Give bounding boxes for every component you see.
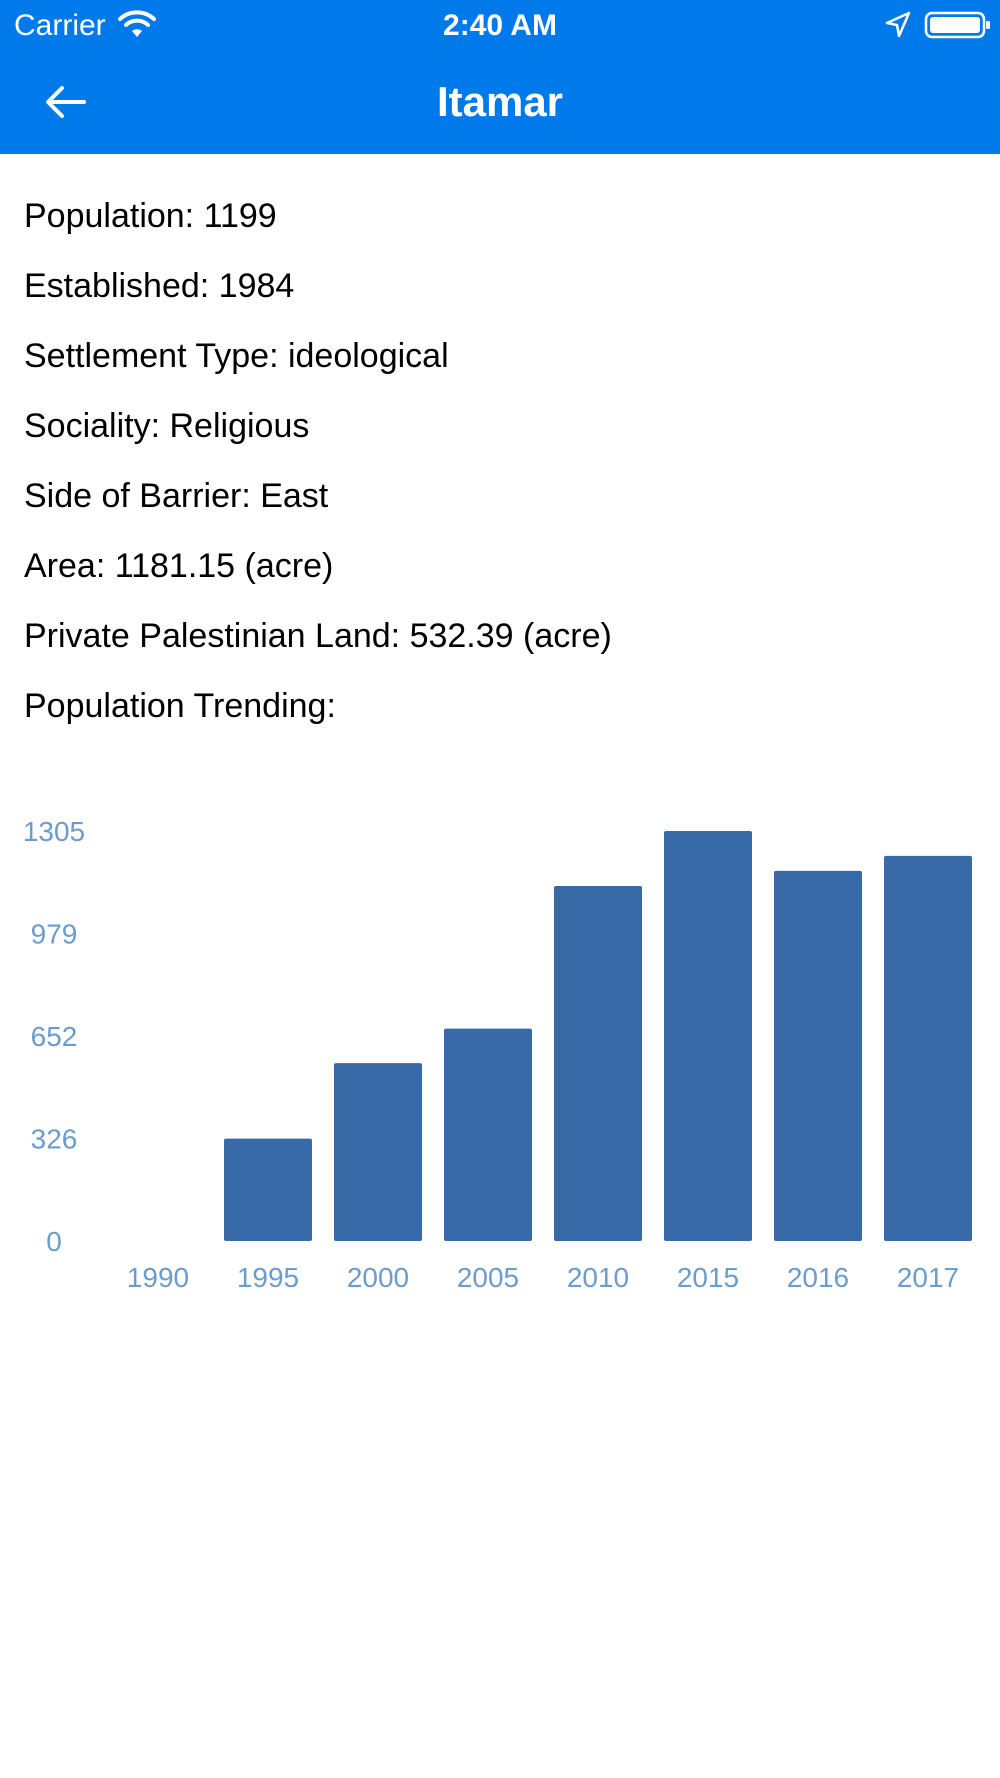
population-trending-label: Population Trending: [24,687,336,725]
side-of-barrier-text: Side of Barrier: East [24,477,329,515]
bar-2005 [444,1028,532,1241]
x-tick-label: 1990 [127,1262,189,1293]
bar-2017 [884,855,972,1241]
bar-2015 [664,831,752,1241]
x-tick-label: 2000 [347,1262,409,1293]
page-title: Itamar [436,78,564,125]
y-tick-label: 0 [46,1226,62,1257]
established-text: Established: 1984 [24,267,295,305]
x-tick-label: 2005 [457,1262,519,1293]
arrow-left-icon [46,86,86,118]
bar-2016 [774,870,862,1241]
bar-1995 [224,1138,312,1241]
population-bar-chart: 0 326 652 979 1305 1990 1995 2000 2005 2010 2015 20… [23,816,972,1293]
settlement-type-text: Settlement Type: ideological [24,337,449,375]
population-text: Population: 1199 [24,197,277,235]
back-button[interactable] [36,76,96,128]
sociality-text: Sociality: Religious [24,407,310,445]
y-tick-label: 979 [31,918,78,949]
y-tick-label: 1305 [23,816,85,847]
status-time: 2:40 AM [443,9,557,42]
location-arrow-icon [885,11,911,38]
x-tick-label: 2010 [567,1262,629,1293]
x-tick-label: 2016 [787,1262,849,1293]
carrier-label: Carrier [14,9,106,42]
y-tick-label: 652 [31,1021,78,1052]
x-tick-label: 2017 [897,1262,959,1293]
wifi-icon [118,10,156,37]
x-tick-label: 1995 [237,1262,299,1293]
bar-2010 [554,885,642,1241]
battery-icon [924,11,990,39]
y-tick-label: 326 [31,1124,78,1155]
private-land-text: Private Palestinian Land: 532.39 (acre) [24,617,612,655]
bar-2000 [334,1063,422,1241]
settlement-details: Population: 1199 Established: 1984 Settl… [24,196,964,756]
area-text: Area: 1181.15 (acre) [24,547,334,585]
top-bar: Carrier 2:40 AM Itamar [0,0,1000,154]
x-tick-label: 2015 [677,1262,739,1293]
